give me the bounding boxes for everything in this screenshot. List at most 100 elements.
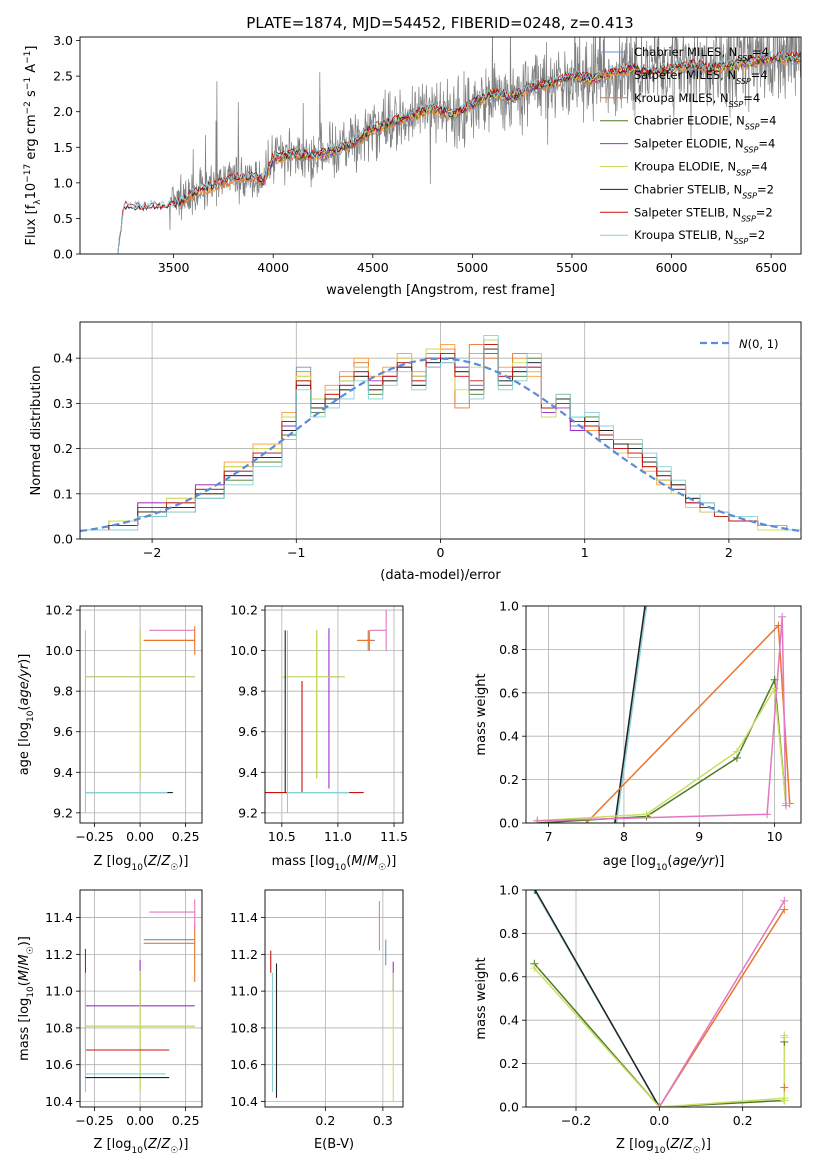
y-tick-label: 1.5 — [53, 140, 73, 155]
legend-label-part: =4 — [743, 91, 760, 105]
y-tick-label: 1.0 — [53, 175, 73, 190]
x-tick-label: 3500 — [158, 260, 190, 275]
x-axis-label-part: ☉ — [170, 863, 178, 873]
x-axis-label-part: Z — [147, 1137, 158, 1152]
x-axis-label-part: 10 — [654, 1146, 666, 1156]
legend-label-part: =2 — [756, 205, 773, 219]
legend-label-part: SSP — [729, 99, 744, 108]
axes-frame — [79, 889, 203, 1108]
x-axis-label-part: Z — [160, 1137, 171, 1152]
y-axis-label: Flux [fλ10−17 erg cm−2 s−1 A−1] — [23, 46, 43, 246]
x-axis-label-part: age/yr — [672, 854, 715, 869]
x-tick-label: 9 — [695, 829, 703, 844]
legend-label-part: SSP — [737, 54, 752, 63]
y-tick-label: 10.6 — [45, 1057, 73, 1072]
x-axis-label-part: Z — [683, 1137, 694, 1152]
frame: 10.5 11.0 11.5 9.2 9.4 9.6 9.8 10.0 10.2 mass [lo… — [230, 603, 408, 873]
x-axis-label-part: ( — [667, 854, 672, 869]
x-tick-label: 0.25 — [172, 829, 200, 844]
x-tick-label: 0.2 — [315, 1113, 335, 1128]
plot-area — [270, 901, 394, 1102]
y-tick-label: 0.8 — [499, 642, 519, 657]
y-tick-label: 2.5 — [53, 69, 73, 84]
y-tick-label: 9.2 — [53, 805, 73, 820]
x-tick-label: 0.25 — [172, 1113, 200, 1128]
legend-label: Salpeter ELODIE, NSSP=4 — [634, 137, 775, 155]
x-axis-label-part: age [log — [603, 854, 656, 869]
y-tick-label: 0.1 — [53, 486, 73, 501]
y-tick-label: 10.8 — [45, 1020, 73, 1035]
y-axis-label: mass [log10(M/M☉)] — [17, 936, 36, 1061]
y-tick-label: 0.4 — [499, 1013, 519, 1028]
x-axis-label-part: / — [363, 854, 368, 869]
x-axis-label: E(B-V) — [314, 1137, 354, 1152]
x-tick-label: 6000 — [656, 260, 688, 275]
weight-line — [533, 967, 785, 1107]
legend-label-part: N — [739, 337, 748, 351]
x-tick-label: 11.5 — [380, 829, 408, 844]
y-tick-label: 11.2 — [45, 947, 73, 962]
weight-line — [615, 606, 648, 823]
panel-mass_vs_Z: −0.25 0.00 0.25 10.4 10.6 10.8 11.0 11.2 11.4 Z [… — [17, 889, 203, 1156]
y-tick-label: 11.0 — [45, 984, 73, 999]
x-axis-label-part: M — [367, 854, 378, 869]
panels: 3500 4000 4500 5000 5500 6000 6500 0.0 0.5 1.0 1.5… — [17, 33, 802, 1156]
y-tick-label: 9.4 — [238, 765, 258, 780]
legend-label-part: Kroupa MILES, N — [634, 91, 729, 105]
legend-label: Salpeter MILES, NSSP=4 — [634, 68, 768, 86]
x-tick-label: 0.3 — [373, 1113, 393, 1128]
legend-label: Kroupa ELODIE, NSSP=4 — [634, 160, 768, 178]
y-tick-label: 0.2 — [499, 1056, 519, 1071]
frame: 0.2 0.3 10.4 10.6 10.8 11.0 11.2 11.4 E(B-V) — [230, 889, 404, 1152]
x-axis-label-part: 10 — [131, 863, 143, 873]
panel-residuals: −2 −1 0 1 2 0.0 0.1 0.2 0.3 0.4 N(0, 1) (data-model… — [29, 321, 802, 583]
legend-label-part: =4 — [758, 137, 775, 151]
axes-frame — [264, 605, 404, 824]
legend-label: N(0, 1) — [739, 337, 779, 351]
legend-label-part: (0, 1) — [748, 337, 779, 351]
y-tick-label: 3.0 — [53, 33, 73, 48]
x-tick-label: −0.25 — [75, 1113, 113, 1128]
y-axis-label-part: ☉ — [26, 946, 36, 954]
x-axis-label: Z [log10(Z/Z☉)] — [616, 1137, 711, 1156]
legend-label-part: Chabrier MILES, N — [634, 45, 737, 59]
x-tick-label: 7 — [545, 829, 553, 844]
x-axis-label-part: )] — [714, 854, 724, 869]
x-tick-label: 0.0 — [649, 1113, 669, 1128]
y-tick-label: 0.6 — [499, 685, 519, 700]
x-axis-label: mass [log10(M/M☉)] — [272, 854, 397, 873]
y-tick-label: 0.0 — [499, 1100, 519, 1115]
y-tick-label: 0.2 — [53, 441, 73, 456]
legend-label-part: Kroupa ELODIE, N — [634, 160, 736, 174]
y-tick-label: 9.6 — [53, 724, 73, 739]
x-tick-label: 0 — [437, 545, 445, 560]
legend-label-part: =4 — [752, 45, 769, 59]
frame: 3500 4000 4500 5000 5500 6000 6500 0.0 0.5 1.0 1.5… — [23, 33, 802, 298]
legend-label: Chabrier ELODIE, NSSP=4 — [634, 114, 776, 132]
weight-line — [614, 606, 646, 823]
x-tick-label: −0.2 — [561, 1113, 591, 1128]
legend-label-part: Chabrier ELODIE, N — [634, 114, 745, 128]
weight-line — [658, 900, 785, 1107]
y-tick-label: 11.4 — [230, 910, 258, 925]
y-axis-label-part: s — [24, 90, 39, 101]
y-axis-label-part: −2 — [23, 101, 33, 114]
x-axis-label-part: 10 — [335, 863, 347, 873]
y-axis-label: mass weight — [474, 673, 489, 755]
y-tick-label: 9.6 — [238, 724, 258, 739]
x-axis-label-part: 10 — [656, 863, 668, 873]
x-tick-label: 0.00 — [126, 829, 154, 844]
y-tick-label: 1.0 — [499, 883, 519, 898]
y-axis-label-part: ] — [24, 46, 39, 51]
x-axis-label-part: Z — [670, 1137, 681, 1152]
plot-area — [84, 899, 196, 1093]
legend-label-part: Salpeter ELODIE, N — [634, 137, 744, 151]
y-axis-label-part: erg cm — [24, 114, 39, 163]
x-axis-label-part: / — [157, 854, 162, 869]
legend-label-part: =4 — [751, 68, 768, 82]
y-tick-label: 10.8 — [230, 1020, 258, 1035]
x-tick-label: 8 — [620, 829, 628, 844]
plot-area — [80, 335, 801, 539]
y-tick-label: 11.2 — [230, 947, 258, 962]
